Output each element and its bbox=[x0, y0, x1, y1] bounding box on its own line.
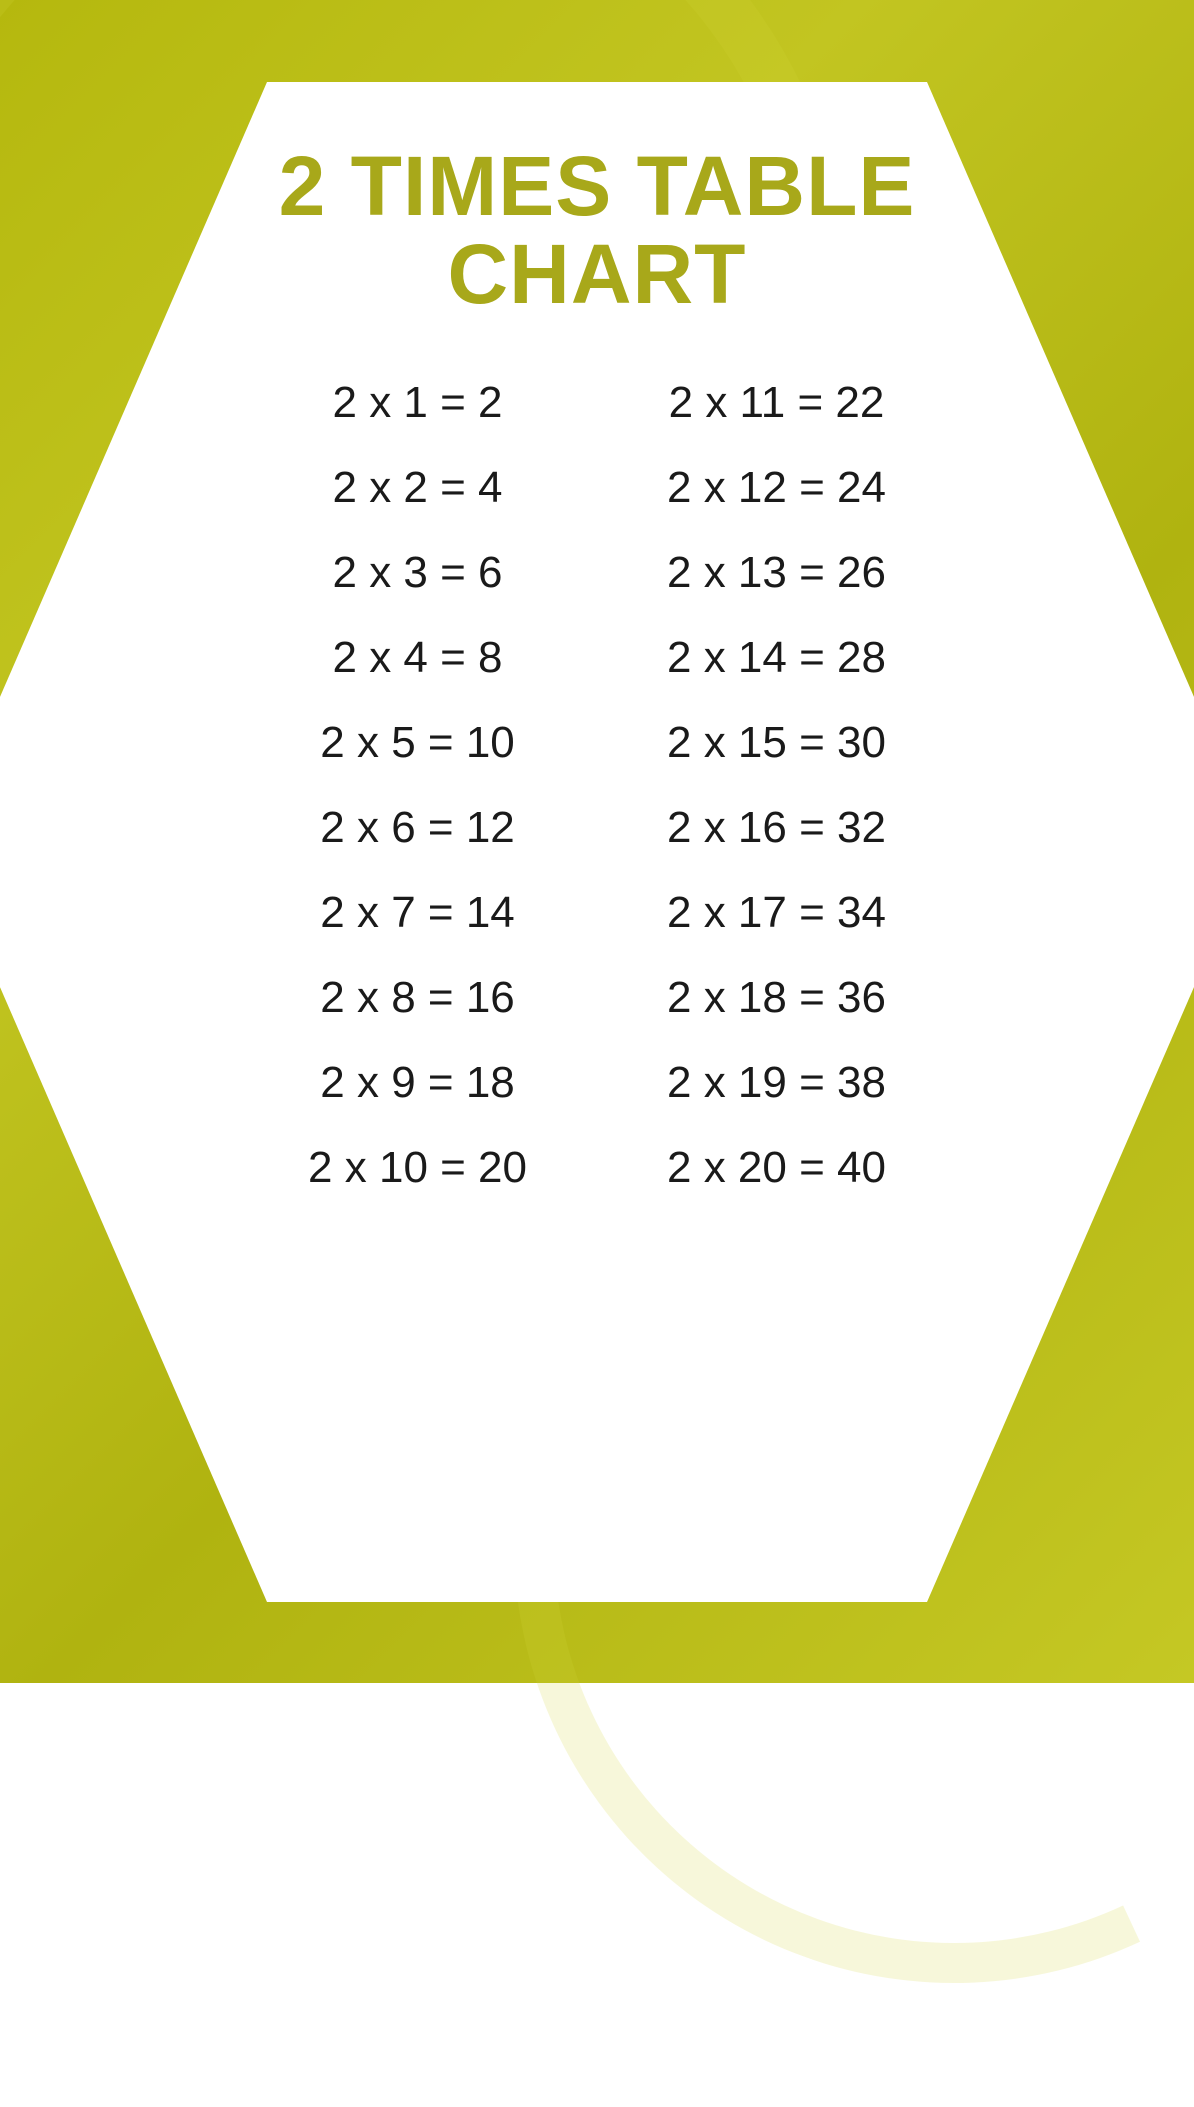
equation: 2 x 6 = 12 bbox=[320, 803, 514, 853]
equation: 2 x 12 = 24 bbox=[667, 463, 886, 513]
equation: 2 x 19 = 38 bbox=[667, 1058, 886, 1108]
equation: 2 x 4 = 8 bbox=[333, 633, 503, 683]
equation: 2 x 9 = 18 bbox=[320, 1058, 514, 1108]
equation: 2 x 17 = 34 bbox=[667, 888, 886, 938]
equation: 2 x 16 = 32 bbox=[667, 803, 886, 853]
left-column: 2 x 1 = 2 2 x 2 = 4 2 x 3 = 6 2 x 4 = 8 … bbox=[308, 378, 527, 1193]
equations-container: 2 x 1 = 2 2 x 2 = 4 2 x 3 = 6 2 x 4 = 8 … bbox=[308, 378, 886, 1193]
equation: 2 x 3 = 6 bbox=[333, 548, 503, 598]
equation: 2 x 18 = 36 bbox=[667, 973, 886, 1023]
chart-title: 2 TIMES TABLE CHART bbox=[279, 142, 916, 318]
equation: 2 x 20 = 40 bbox=[667, 1143, 886, 1193]
equation: 2 x 1 = 2 bbox=[333, 378, 503, 428]
equation: 2 x 8 = 16 bbox=[320, 973, 514, 1023]
equation: 2 x 13 = 26 bbox=[667, 548, 886, 598]
equation: 2 x 5 = 10 bbox=[320, 718, 514, 768]
content-container: 2 TIMES TABLE CHART 2 x 1 = 2 2 x 2 = 4 … bbox=[0, 82, 1194, 1602]
equation: 2 x 14 = 28 bbox=[667, 633, 886, 683]
equation: 2 x 15 = 30 bbox=[667, 718, 886, 768]
equation: 2 x 10 = 20 bbox=[308, 1143, 527, 1193]
right-column: 2 x 11 = 22 2 x 12 = 24 2 x 13 = 26 2 x … bbox=[667, 378, 886, 1193]
equation: 2 x 7 = 14 bbox=[320, 888, 514, 938]
equation: 2 x 11 = 22 bbox=[669, 378, 885, 428]
title-line-1: 2 TIMES TABLE bbox=[279, 139, 916, 233]
title-line-2: CHART bbox=[448, 227, 747, 321]
equation: 2 x 2 = 4 bbox=[333, 463, 503, 513]
